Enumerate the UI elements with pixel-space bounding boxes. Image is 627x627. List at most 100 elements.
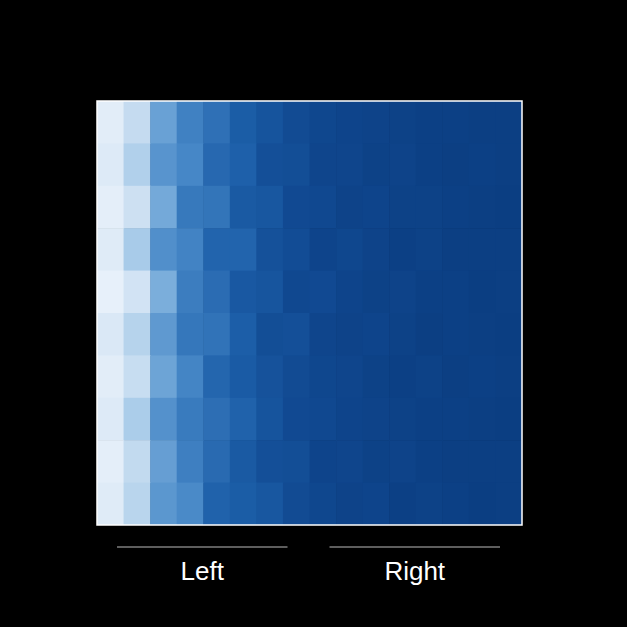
- cell: [363, 483, 390, 525]
- cell: [150, 440, 177, 483]
- cell: [150, 398, 177, 441]
- cell: [203, 398, 230, 441]
- cell: [495, 228, 522, 271]
- cell: [363, 398, 390, 441]
- cell: [256, 143, 283, 186]
- cell: [256, 186, 283, 229]
- cell: [469, 355, 496, 398]
- cell: [150, 271, 177, 314]
- cell: [283, 355, 310, 398]
- cells: [97, 101, 522, 525]
- cell: [150, 483, 177, 525]
- cell: [230, 271, 257, 314]
- cell: [416, 313, 443, 356]
- category-label: Left: [181, 556, 225, 586]
- cell: [230, 440, 257, 483]
- cell: [230, 143, 257, 186]
- cell: [177, 440, 204, 483]
- cell: [389, 440, 416, 483]
- cell: [363, 440, 390, 483]
- cell: [310, 143, 337, 186]
- cell: [203, 355, 230, 398]
- cell: [310, 398, 337, 441]
- cell: [97, 313, 124, 356]
- cell: [442, 228, 469, 271]
- cell: [389, 398, 416, 441]
- cell: [416, 440, 443, 483]
- cell: [230, 313, 257, 356]
- cell: [283, 313, 310, 356]
- cell: [310, 101, 337, 144]
- cell: [97, 228, 124, 271]
- cell: [203, 313, 230, 356]
- cell: [469, 101, 496, 144]
- cell: [177, 355, 204, 398]
- cell: [336, 271, 363, 314]
- category-label: Right: [384, 556, 445, 586]
- cell: [283, 440, 310, 483]
- cell: [256, 440, 283, 483]
- cell: [336, 228, 363, 271]
- cell: [177, 186, 204, 229]
- cell: [203, 271, 230, 314]
- cell: [363, 313, 390, 356]
- cell: [495, 101, 522, 144]
- cell: [230, 186, 257, 229]
- cell: [177, 101, 204, 144]
- cell: [416, 228, 443, 271]
- cell: [310, 186, 337, 229]
- cell: [283, 101, 310, 144]
- cell: [124, 228, 151, 271]
- cell: [230, 483, 257, 525]
- cell: [469, 228, 496, 271]
- cell: [97, 271, 124, 314]
- cell: [363, 186, 390, 229]
- cell: [442, 101, 469, 144]
- cell: [442, 143, 469, 186]
- cell: [495, 398, 522, 441]
- cell: [203, 228, 230, 271]
- cell: [336, 186, 363, 229]
- cell: [150, 355, 177, 398]
- cell: [336, 398, 363, 441]
- cell: [363, 271, 390, 314]
- cell: [283, 143, 310, 186]
- cell: [389, 143, 416, 186]
- group-line: [117, 547, 288, 548]
- cell: [310, 440, 337, 483]
- cell: [124, 101, 151, 144]
- cell: [336, 313, 363, 356]
- cell: [310, 228, 337, 271]
- cell: [336, 440, 363, 483]
- cell: [124, 271, 151, 314]
- cell: [124, 355, 151, 398]
- cell: [124, 483, 151, 525]
- cell: [469, 313, 496, 356]
- cell: [203, 483, 230, 525]
- cell: [469, 143, 496, 186]
- cell: [495, 355, 522, 398]
- cell: [416, 483, 443, 525]
- cell: [177, 398, 204, 441]
- cell: [283, 483, 310, 525]
- cell: [495, 143, 522, 186]
- group-line: [330, 547, 501, 548]
- cell: [469, 483, 496, 525]
- cell: [336, 143, 363, 186]
- cell: [363, 143, 390, 186]
- cell: [256, 228, 283, 271]
- cell: [336, 355, 363, 398]
- cell: [310, 355, 337, 398]
- cell: [150, 313, 177, 356]
- cell: [416, 186, 443, 229]
- cell: [150, 228, 177, 271]
- cell: [177, 143, 204, 186]
- cell: [416, 398, 443, 441]
- cell: [203, 101, 230, 144]
- cell: [416, 143, 443, 186]
- background: [0, 0, 627, 627]
- cell: [310, 271, 337, 314]
- cell: [389, 186, 416, 229]
- cell: [230, 355, 257, 398]
- cell: [150, 101, 177, 144]
